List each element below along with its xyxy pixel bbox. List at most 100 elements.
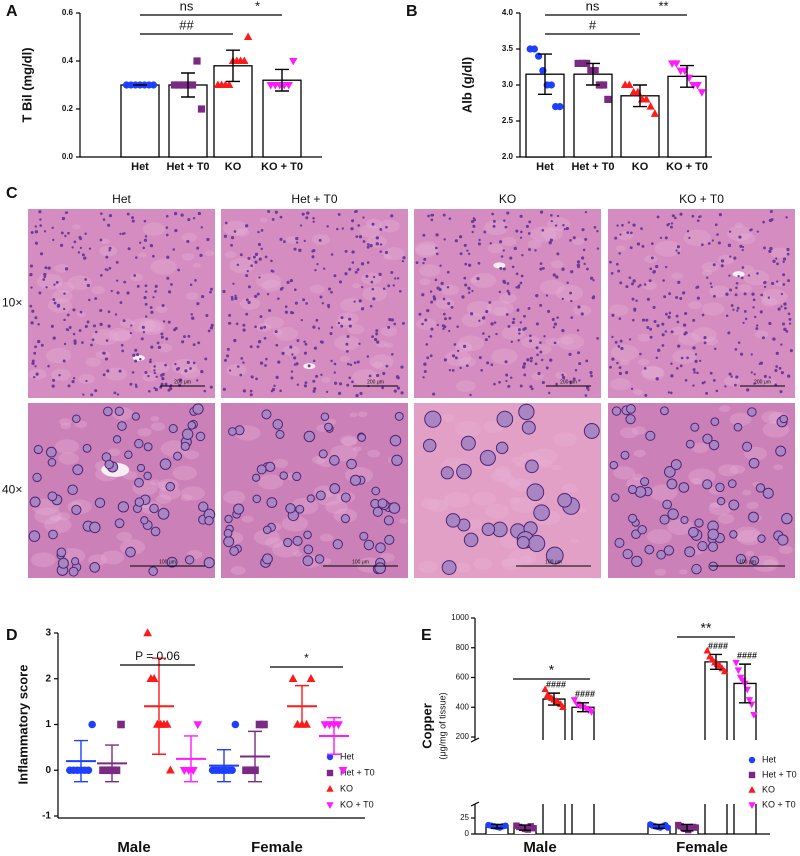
nucleus [652,270,656,274]
nucleus [165,233,169,237]
nucleus [116,393,120,396]
nucleus [151,254,155,258]
nucleus [371,222,375,226]
nucleus [750,353,753,356]
nucleus [294,301,298,305]
data-point [697,89,707,97]
nucleus [291,353,294,356]
nucleus [303,544,314,555]
data-point [748,756,756,764]
data-point [692,824,699,831]
significance-label: ** [658,0,668,13]
nucleus [782,257,787,261]
nucleus [517,339,520,342]
nucleus [535,322,539,326]
nucleus [330,326,334,329]
nucleus [254,252,259,256]
cytoplasm-texture [539,279,565,295]
nucleus [550,213,553,217]
cytoplasm-texture [738,284,752,293]
data-point [193,57,201,65]
nucleus [260,228,264,232]
nucleus [680,515,689,525]
cytoplasm-texture [282,345,300,356]
cytoplasm-texture [637,333,652,342]
cytoplasm-texture [529,226,557,243]
data-point [530,825,537,832]
data-point [302,719,311,728]
nucleus [230,295,234,299]
nucleus [31,309,35,313]
nucleus [143,442,153,452]
nucleus [247,285,251,289]
nucleus [752,298,756,302]
cytoplasm-texture [637,358,650,366]
nucleus [277,297,280,300]
histology-image [608,209,795,398]
nucleus [730,375,733,378]
histology-image [414,403,601,578]
y-tick-label: 0.4 [62,56,74,65]
cytoplasm-texture [754,330,769,339]
nucleus [522,327,526,331]
data-point [578,59,586,67]
data-point [326,802,334,809]
nucleus [223,536,235,548]
nucleus [675,249,678,252]
nucleus [725,314,729,318]
nucleus [463,243,467,247]
data-point [103,766,112,775]
nucleus [679,212,683,216]
nucleus [316,262,319,266]
data-point [502,822,509,829]
nucleus [150,345,154,349]
cytoplasm-texture [631,426,647,435]
nucleus [358,299,362,303]
nucleus [707,541,719,552]
nucleus [561,373,564,377]
cytoplasm-texture [717,254,735,265]
nucleus [537,371,541,376]
nucleus [229,546,239,556]
cytoplasm-texture [58,452,79,465]
nucleus [617,344,621,348]
y-tick-label: 0.2 [62,104,74,113]
nucleus [378,272,382,276]
cytoplasm-texture [60,422,72,430]
nucleus [387,284,391,288]
nucleus [581,228,585,232]
nucleus [312,389,316,393]
nucleus [372,506,383,517]
nucleus [724,385,727,388]
nucleus [184,369,188,373]
y-tick-label: 1 [45,719,51,730]
error-bar [739,663,751,704]
nucleus [555,382,558,386]
nucleus [650,242,654,246]
nucleus [667,315,671,319]
nucleus [292,535,303,546]
nucleus [199,253,203,258]
nucleus [126,212,130,216]
nucleus [393,389,397,393]
nucleus [776,280,779,283]
nucleus [170,283,173,286]
nucleus [465,364,469,368]
nucleus [518,284,521,287]
nucleus [89,521,101,534]
nucleus [471,230,474,234]
data-point [260,720,268,729]
nucleus [393,322,397,326]
nucleus [313,387,317,391]
nucleus [696,296,700,300]
nucleus [547,391,551,395]
data-point [672,60,681,68]
nucleus [509,256,513,260]
nucleus [66,313,70,317]
nucleus [569,380,573,384]
error-bar [327,716,341,755]
data-point [170,81,179,89]
row-label: 10× [2,296,22,310]
nucleus [325,390,329,394]
cytoplasm-texture [362,286,388,302]
